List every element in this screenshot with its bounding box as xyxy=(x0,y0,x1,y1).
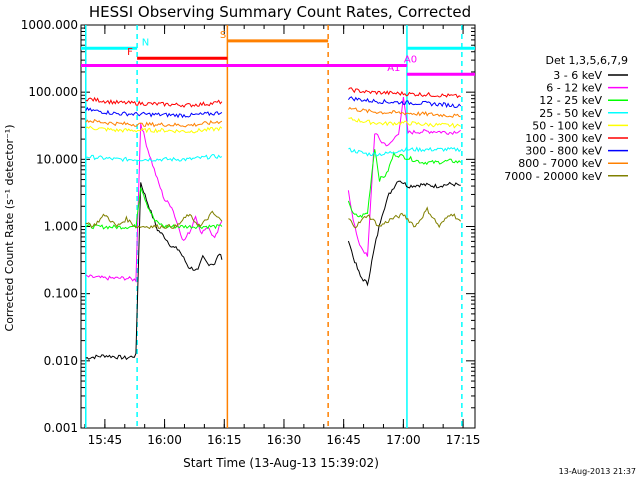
series-line-4 xyxy=(85,125,223,134)
series-line-6 xyxy=(85,106,223,119)
flag-label: S xyxy=(220,30,226,41)
series-line-7 xyxy=(85,118,223,128)
series-line-3 xyxy=(85,154,223,163)
legend-entry-label: 300 - 800 keV xyxy=(525,145,602,158)
y-tick-label: 0.100 xyxy=(44,287,78,301)
series-line-7 xyxy=(348,106,461,118)
y-tick-label: 1.000 xyxy=(44,220,78,234)
flag-label: A0 xyxy=(404,54,417,65)
legend-entry-label: 50 - 100 keV xyxy=(532,119,602,132)
y-tick-label: 10.000 xyxy=(36,152,78,166)
legend-entry-label: 25 - 50 keV xyxy=(539,107,602,120)
y-axis-label: Corrected Count Rate (s⁻¹ detector⁻¹) xyxy=(3,125,16,332)
x-tick-label: 15:45 xyxy=(88,433,123,447)
series-line-5 xyxy=(85,96,223,108)
x-tick-label: 16:00 xyxy=(147,433,182,447)
y-tick-label: 100.000 xyxy=(28,85,78,99)
plot-area: 0.001 0.010 0.100 1.000 10.000 100.000 1000.00… xyxy=(21,18,481,447)
legend-entry-label: 6 - 12 keV xyxy=(546,82,602,95)
x-axis-label: Start Time (13-Aug-13 15:39:02) xyxy=(183,456,379,470)
legend-title: Det 1,3,5,6,7,9 xyxy=(545,54,628,67)
legend-entry-label: 7000 - 20000 keV xyxy=(504,170,602,183)
x-tick-label: 16:30 xyxy=(267,433,302,447)
x-tick-label: 17:00 xyxy=(386,433,421,447)
series-line-0 xyxy=(85,182,223,361)
series-line-2 xyxy=(347,149,462,219)
series-line-0 xyxy=(347,180,461,287)
series-line-8 xyxy=(348,206,462,229)
series-line-6 xyxy=(347,96,462,109)
legend-entry-label: 3 - 6 keV xyxy=(553,69,602,82)
footer-timestamp: 13-Aug-2013 21:37 xyxy=(559,467,636,476)
series-line-3 xyxy=(348,146,462,157)
series-line-8 xyxy=(85,210,223,230)
series-line-5 xyxy=(348,87,461,99)
data-group xyxy=(81,25,475,428)
legend-entry-label: 12 - 25 keV xyxy=(539,94,602,107)
y-tick-label: 0.010 xyxy=(44,354,78,368)
series-line-4 xyxy=(348,117,461,129)
series-line-1 xyxy=(85,123,223,283)
x-tick-label: 17:15 xyxy=(446,433,481,447)
x-tick-label: 16:45 xyxy=(326,433,361,447)
legend-entry-label: 100 - 300 keV xyxy=(525,132,602,145)
flag-label: F xyxy=(127,47,133,58)
y-tick-label: 1000.000 xyxy=(21,18,78,32)
flag-label: A1 xyxy=(387,63,400,74)
legend-entry-label: 800 - 7000 keV xyxy=(518,157,602,170)
chart-title: HESSI Observing Summary Count Rates, Cor… xyxy=(89,3,471,21)
flag-label: N xyxy=(142,37,149,48)
series-line-2 xyxy=(85,187,223,230)
y-tick-label: 0.001 xyxy=(44,421,78,435)
x-tick-label: 16:15 xyxy=(207,433,242,447)
